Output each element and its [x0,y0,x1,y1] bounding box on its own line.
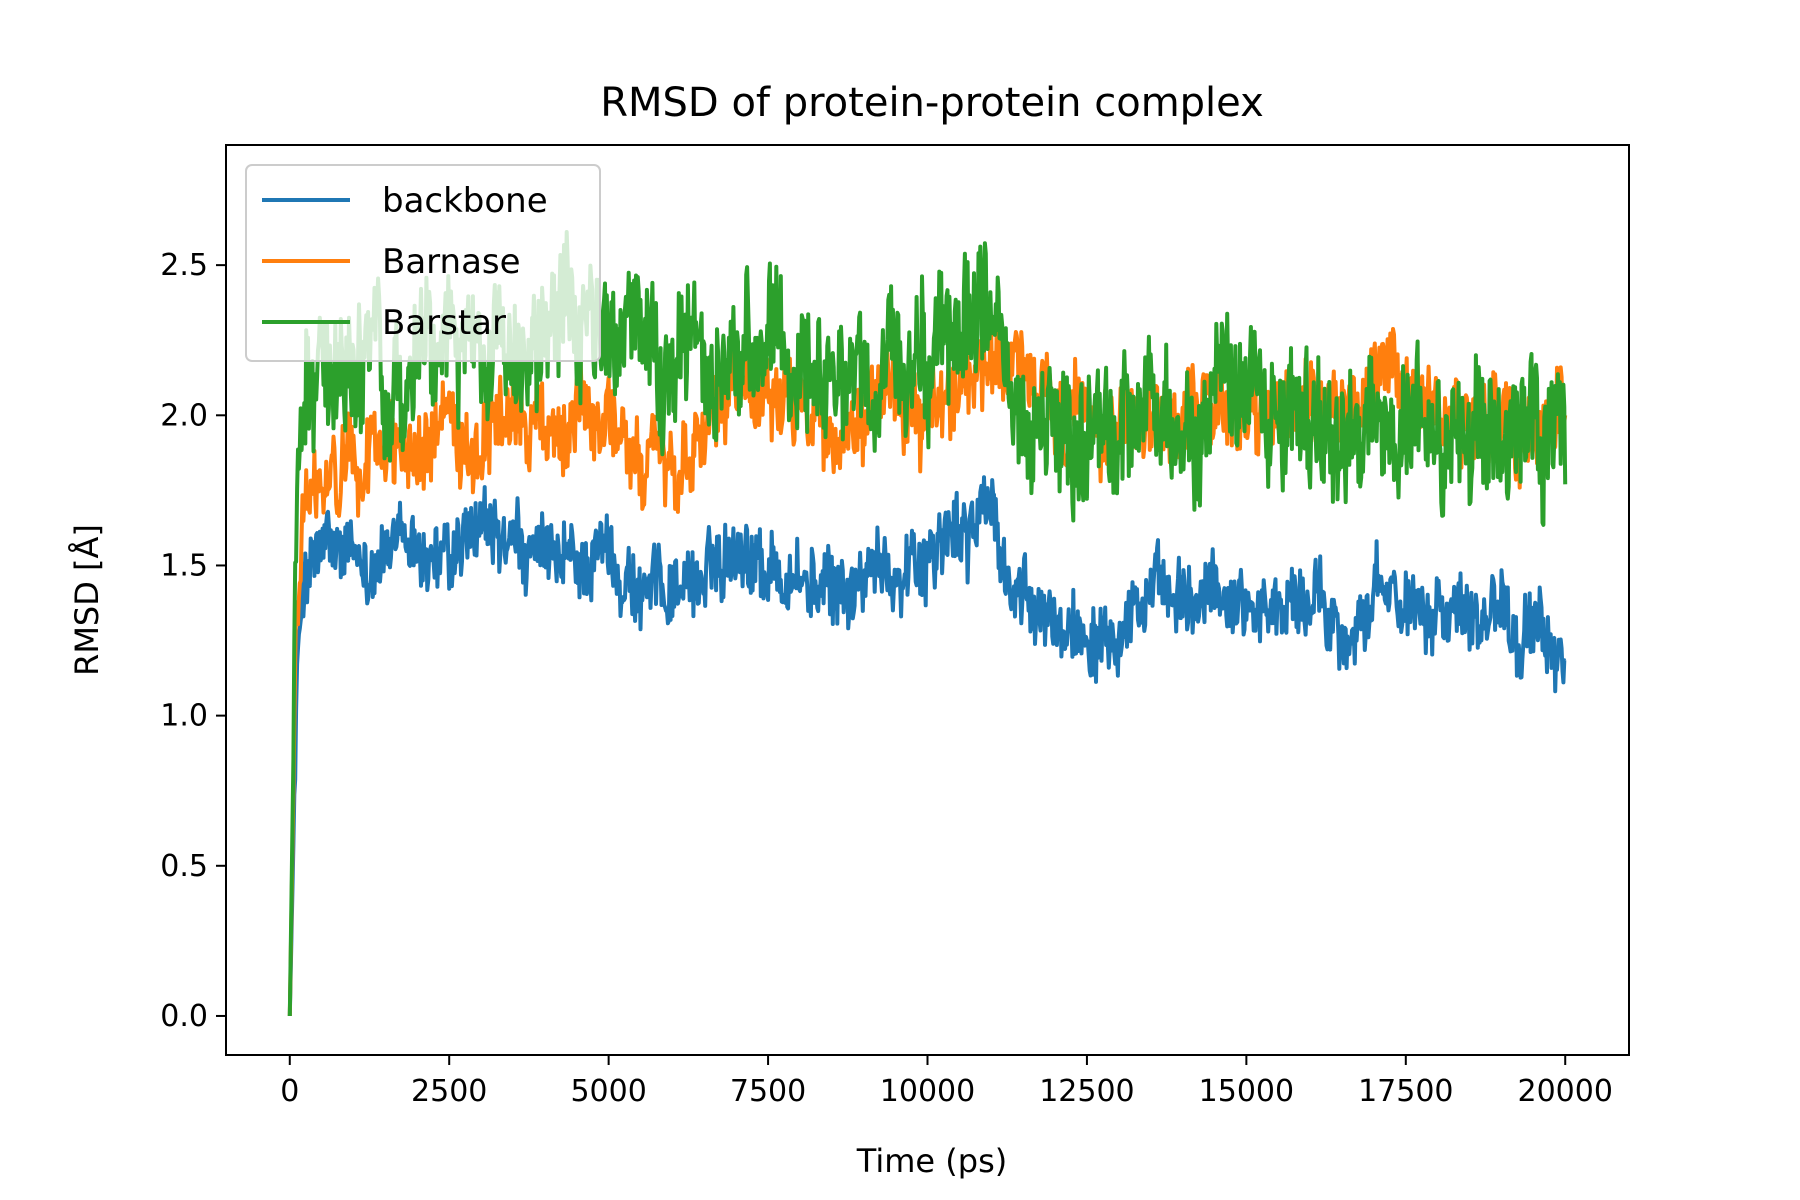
x-tick-label: 0 [280,1074,299,1109]
y-axis: 0.0 0.5 1.0 1.5 2.0 2.5 [160,248,226,1034]
legend-label-barnase: Barnase [382,242,521,282]
y-tick-label: 1.0 [160,699,208,734]
x-axis-label: Time (ps) [856,1142,1007,1180]
legend-box [245,164,601,362]
y-axis-label: RMSD [Å] [68,524,106,676]
y-tick-label: 0.5 [160,849,208,884]
legend: backbone Barnase Barstar [245,164,601,362]
x-tick-label: 20000 [1518,1074,1613,1109]
x-tick-label: 15000 [1199,1074,1294,1109]
x-tick-label: 17500 [1358,1074,1453,1109]
x-tick-label: 10000 [880,1074,975,1109]
y-tick-label: 0.0 [160,999,208,1034]
y-tick-label: 2.5 [160,248,208,283]
x-tick-label: 7500 [730,1074,806,1109]
x-tick-label: 12500 [1039,1074,1134,1109]
x-tick-label: 5000 [570,1074,646,1109]
y-tick-label: 1.5 [160,548,208,583]
x-tick-label: 2500 [411,1074,487,1109]
legend-label-backbone: backbone [382,181,548,221]
y-tick-label: 2.0 [160,398,208,433]
x-axis: 0 2500 5000 7500 10000 12500 15000 17500 20000 [280,1055,1613,1109]
chart-title: RMSD of protein-protein complex [600,80,1264,126]
series-line-backbone [287,475,1567,1017]
legend-label-barstar: Barstar [382,303,506,343]
